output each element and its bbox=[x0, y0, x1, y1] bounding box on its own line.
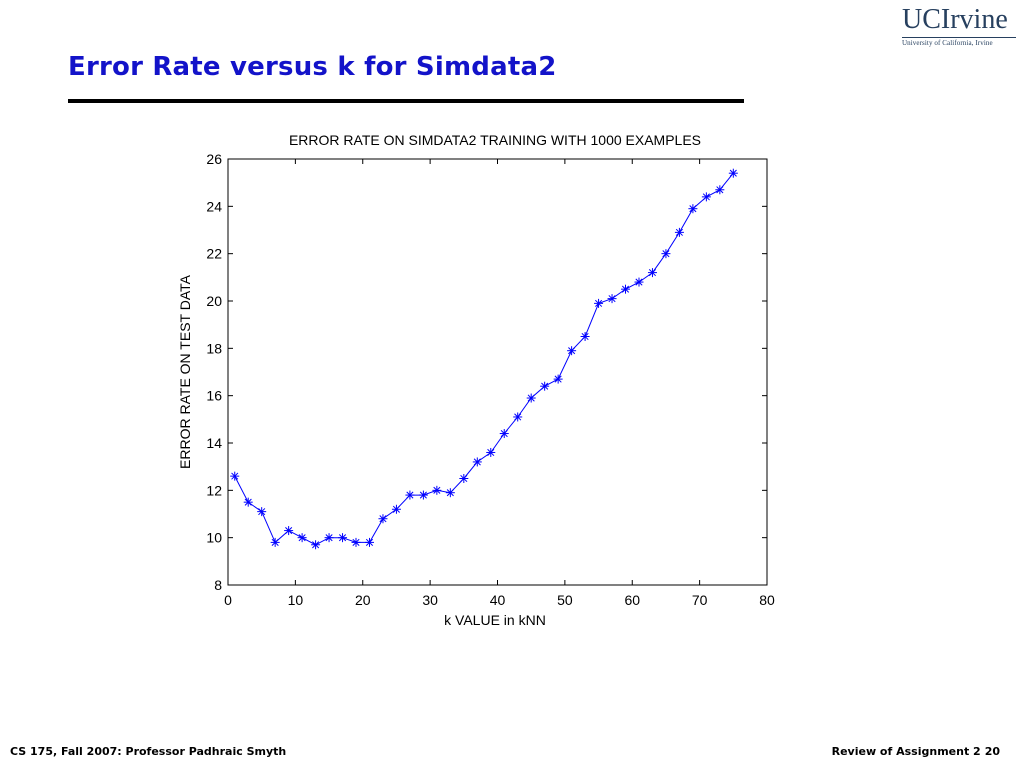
data-point bbox=[297, 533, 307, 543]
data-point bbox=[243, 497, 253, 507]
x-axis-label: k VALUE in kNN bbox=[444, 612, 546, 628]
x-tick-label: 50 bbox=[557, 592, 573, 608]
data-point bbox=[338, 533, 348, 543]
y-tick-label: 16 bbox=[206, 388, 222, 404]
y-tick-label: 12 bbox=[206, 482, 222, 498]
data-point bbox=[418, 490, 428, 500]
data-point bbox=[647, 268, 657, 278]
data-point bbox=[459, 474, 469, 483]
data-point bbox=[230, 471, 240, 481]
data-point bbox=[351, 537, 361, 547]
data-point bbox=[634, 277, 644, 287]
x-tick-label: 80 bbox=[759, 592, 775, 608]
data-point bbox=[594, 298, 604, 308]
x-tick-label: 60 bbox=[624, 592, 640, 608]
data-point bbox=[486, 447, 496, 457]
y-tick-label: 26 bbox=[206, 151, 222, 167]
data-point bbox=[472, 457, 482, 467]
y-tick-label: 10 bbox=[206, 530, 222, 546]
x-tick-label: 40 bbox=[490, 592, 506, 608]
data-point bbox=[378, 514, 388, 524]
uc-irvine-logo: UCIrvine University of California, Irvin… bbox=[902, 4, 1016, 47]
title-underline bbox=[68, 99, 744, 103]
data-point bbox=[391, 504, 401, 514]
x-tick-label: 0 bbox=[224, 592, 232, 608]
data-point bbox=[284, 526, 294, 536]
page-number: 20 bbox=[984, 745, 1000, 758]
y-tick-label: 14 bbox=[206, 435, 222, 451]
data-point bbox=[715, 185, 725, 195]
x-tick-label: 30 bbox=[422, 592, 438, 608]
data-point bbox=[728, 168, 738, 178]
data-point bbox=[513, 412, 523, 422]
y-axis-label: ERROR RATE ON TEST DATA bbox=[177, 274, 193, 469]
y-tick-label: 8 bbox=[214, 577, 222, 593]
data-point bbox=[621, 284, 631, 294]
data-point bbox=[445, 488, 455, 498]
x-tick-label: 20 bbox=[355, 592, 371, 608]
data-point bbox=[553, 374, 563, 384]
data-point bbox=[499, 429, 509, 439]
chart-title: ERROR RATE ON SIMDATA2 TRAINING WITH 100… bbox=[289, 132, 701, 148]
footer-section: Review of Assignment 2 bbox=[831, 745, 981, 758]
logo-name: UCIrvine bbox=[902, 4, 1008, 35]
logo-rule bbox=[902, 37, 1016, 38]
y-tick-label: 18 bbox=[206, 340, 222, 356]
data-point bbox=[580, 332, 590, 341]
y-tick-label: 24 bbox=[206, 198, 222, 214]
data-point bbox=[257, 507, 267, 517]
data-point bbox=[688, 204, 698, 214]
plot-frame bbox=[227, 158, 768, 586]
data-point bbox=[324, 533, 334, 543]
data-point bbox=[701, 192, 711, 202]
data-point bbox=[311, 540, 321, 550]
data-point bbox=[270, 537, 280, 547]
x-tick-label: 70 bbox=[692, 592, 708, 608]
data-point bbox=[567, 346, 577, 356]
y-tick-label: 22 bbox=[206, 246, 222, 262]
data-point bbox=[540, 381, 550, 391]
plot-area: 0 10 20 30 40 50 60 70 80 8 10 12 14 16 18 20 22 24 26 bbox=[206, 151, 775, 608]
x-tick-label: 10 bbox=[288, 592, 304, 608]
footer-right: Review of Assignment 2 20 bbox=[832, 745, 1000, 758]
data-point bbox=[661, 249, 671, 259]
footer-course: CS 175, Fall 2007: Professor Padhraic Sm… bbox=[10, 745, 287, 758]
data-point bbox=[674, 227, 684, 237]
slide-title: Error Rate versus k for Simdata2 bbox=[68, 52, 557, 82]
data-point bbox=[432, 485, 442, 495]
logo-subtitle: University of California, Irvine bbox=[902, 39, 993, 47]
error-rate-chart: ERROR RATE ON SIMDATA2 TRAINING WITH 100… bbox=[177, 132, 775, 628]
data-point bbox=[364, 537, 374, 547]
data-point bbox=[607, 294, 617, 304]
data-point bbox=[526, 393, 536, 403]
data-point bbox=[405, 490, 415, 500]
y-tick-label: 20 bbox=[206, 293, 222, 309]
series-line bbox=[234, 172, 734, 546]
